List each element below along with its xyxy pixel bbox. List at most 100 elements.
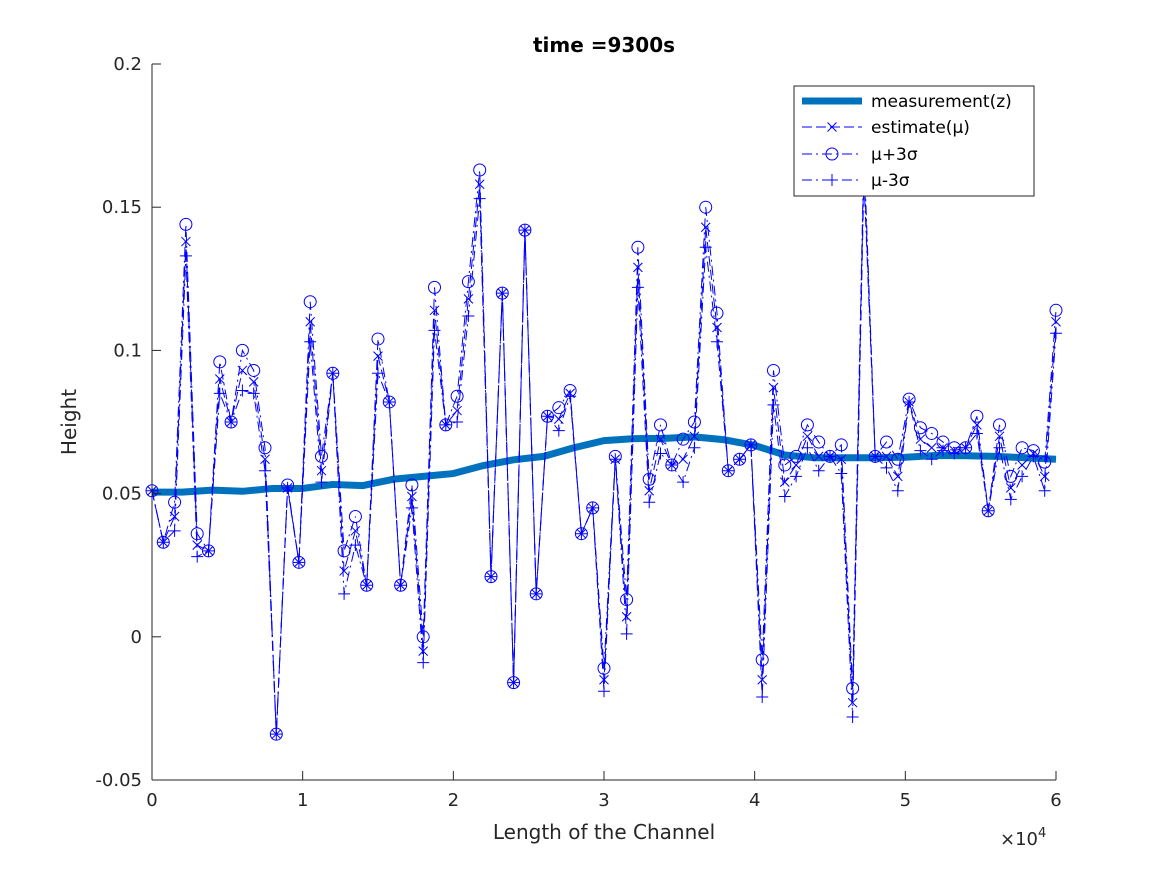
estimate-marker (1051, 316, 1061, 327)
lower-bound-marker (812, 464, 825, 477)
upper-bound-marker (631, 240, 645, 254)
lower-bound-marker (259, 464, 271, 477)
upper-bound-line (151, 149, 1057, 735)
estimate-marker (938, 442, 948, 453)
estimate-marker (983, 505, 994, 516)
estimate-marker (429, 305, 440, 316)
legend-marker-estimate (827, 122, 837, 132)
lower-bound-marker (598, 685, 610, 698)
upper-bound-marker (891, 452, 905, 466)
estimate-marker (746, 440, 756, 450)
lower-bound-marker (338, 587, 351, 600)
estimate-marker (949, 445, 960, 456)
estimate-marker (587, 503, 598, 513)
estimate-marker (621, 611, 632, 622)
upper-bound-marker (315, 449, 328, 463)
estimate-marker (1017, 460, 1027, 470)
upper-bound-marker (450, 389, 464, 403)
upper-bound-marker (913, 421, 927, 435)
lower-bound-marker (1016, 470, 1029, 483)
upper-bound-marker (676, 432, 690, 446)
upper-bound-marker (710, 306, 724, 320)
estimate-marker (904, 397, 914, 407)
lower-bound-marker (970, 427, 983, 440)
lower-bound-marker (620, 627, 633, 640)
estimate-marker (847, 697, 858, 708)
estimate-marker (994, 431, 1005, 442)
estimate-marker (599, 674, 609, 685)
estimate-marker (361, 580, 372, 591)
estimate-marker (260, 454, 270, 465)
lower-bound-marker (236, 384, 249, 397)
estimate-marker (316, 465, 327, 476)
lower-bound-marker (191, 550, 204, 563)
estimate-marker (452, 405, 462, 416)
lower-bound-marker (948, 447, 961, 460)
estimate-marker (757, 674, 768, 685)
upper-bound-marker (687, 415, 701, 429)
upper-bound-marker (179, 217, 193, 231)
estimate-marker (1005, 483, 1016, 493)
legend-label: μ+3σ (871, 145, 918, 165)
lower-bound-marker (699, 241, 712, 254)
lower-bound-marker (349, 539, 362, 552)
lower-bound-marker (451, 416, 464, 428)
lower-bound-marker (937, 444, 949, 457)
estimate-marker (813, 451, 824, 462)
estimate-marker (226, 417, 236, 427)
estimate-marker (407, 491, 417, 502)
estimate-marker (972, 420, 982, 430)
y-tick-label: 0.05 (102, 484, 142, 505)
estimate-marker (633, 262, 643, 273)
estimate-marker (1028, 448, 1039, 459)
lower-bound-marker (767, 398, 780, 411)
lower-bound-marker (179, 249, 192, 262)
estimate-marker (373, 351, 383, 361)
estimate-marker (497, 288, 508, 298)
lower-bound-marker (304, 335, 317, 348)
upper-bound-marker (416, 630, 430, 644)
estimate-marker (440, 420, 451, 430)
upper-bound-marker (235, 343, 249, 357)
upper-bound-marker (925, 426, 939, 440)
lower-bound-marker (1027, 450, 1040, 463)
lower-bound-marker (677, 476, 690, 489)
estimate-marker (836, 454, 847, 465)
estimate-marker (655, 434, 666, 445)
x-exponent-base: ×10 (1000, 829, 1038, 850)
estimate-marker (960, 442, 971, 453)
lower-bound-marker (880, 461, 893, 474)
estimate-marker (723, 465, 734, 476)
lower-bound-marker (801, 441, 814, 454)
legend-marker-upper (825, 147, 839, 161)
lower-bound-marker (168, 524, 181, 537)
x-tick-label: 5 (900, 790, 911, 811)
legend-label: estimate(μ) (871, 118, 970, 138)
y-axis-label: Height (57, 389, 81, 455)
lower-bound-line (151, 178, 1057, 735)
upper-bound-marker (597, 661, 611, 675)
y-tick-label: 0.15 (102, 197, 142, 218)
y-tick-label: 0 (131, 627, 142, 648)
lower-bound-marker (417, 656, 430, 669)
upper-bound-marker (552, 401, 566, 415)
legend-marker-lower (826, 174, 838, 186)
upper-bound-marker (247, 363, 261, 377)
x-tick-label: 4 (749, 790, 760, 811)
lower-bound-marker (1004, 493, 1017, 506)
legend-label: μ-3σ (871, 171, 910, 191)
lower-bound-marker (688, 441, 701, 454)
lower-bound-marker (891, 484, 904, 497)
lower-bound-marker (473, 192, 486, 205)
lower-bound-marker (711, 335, 723, 348)
estimate-marker (294, 557, 304, 568)
upper-bound-marker (834, 438, 848, 452)
x-tick-label: 0 (146, 790, 157, 811)
upper-bound-marker (461, 275, 475, 289)
estimate-marker (689, 431, 700, 442)
lower-bound-marker (372, 367, 384, 380)
series-layer (145, 143, 1063, 741)
estimate-marker (542, 411, 553, 422)
